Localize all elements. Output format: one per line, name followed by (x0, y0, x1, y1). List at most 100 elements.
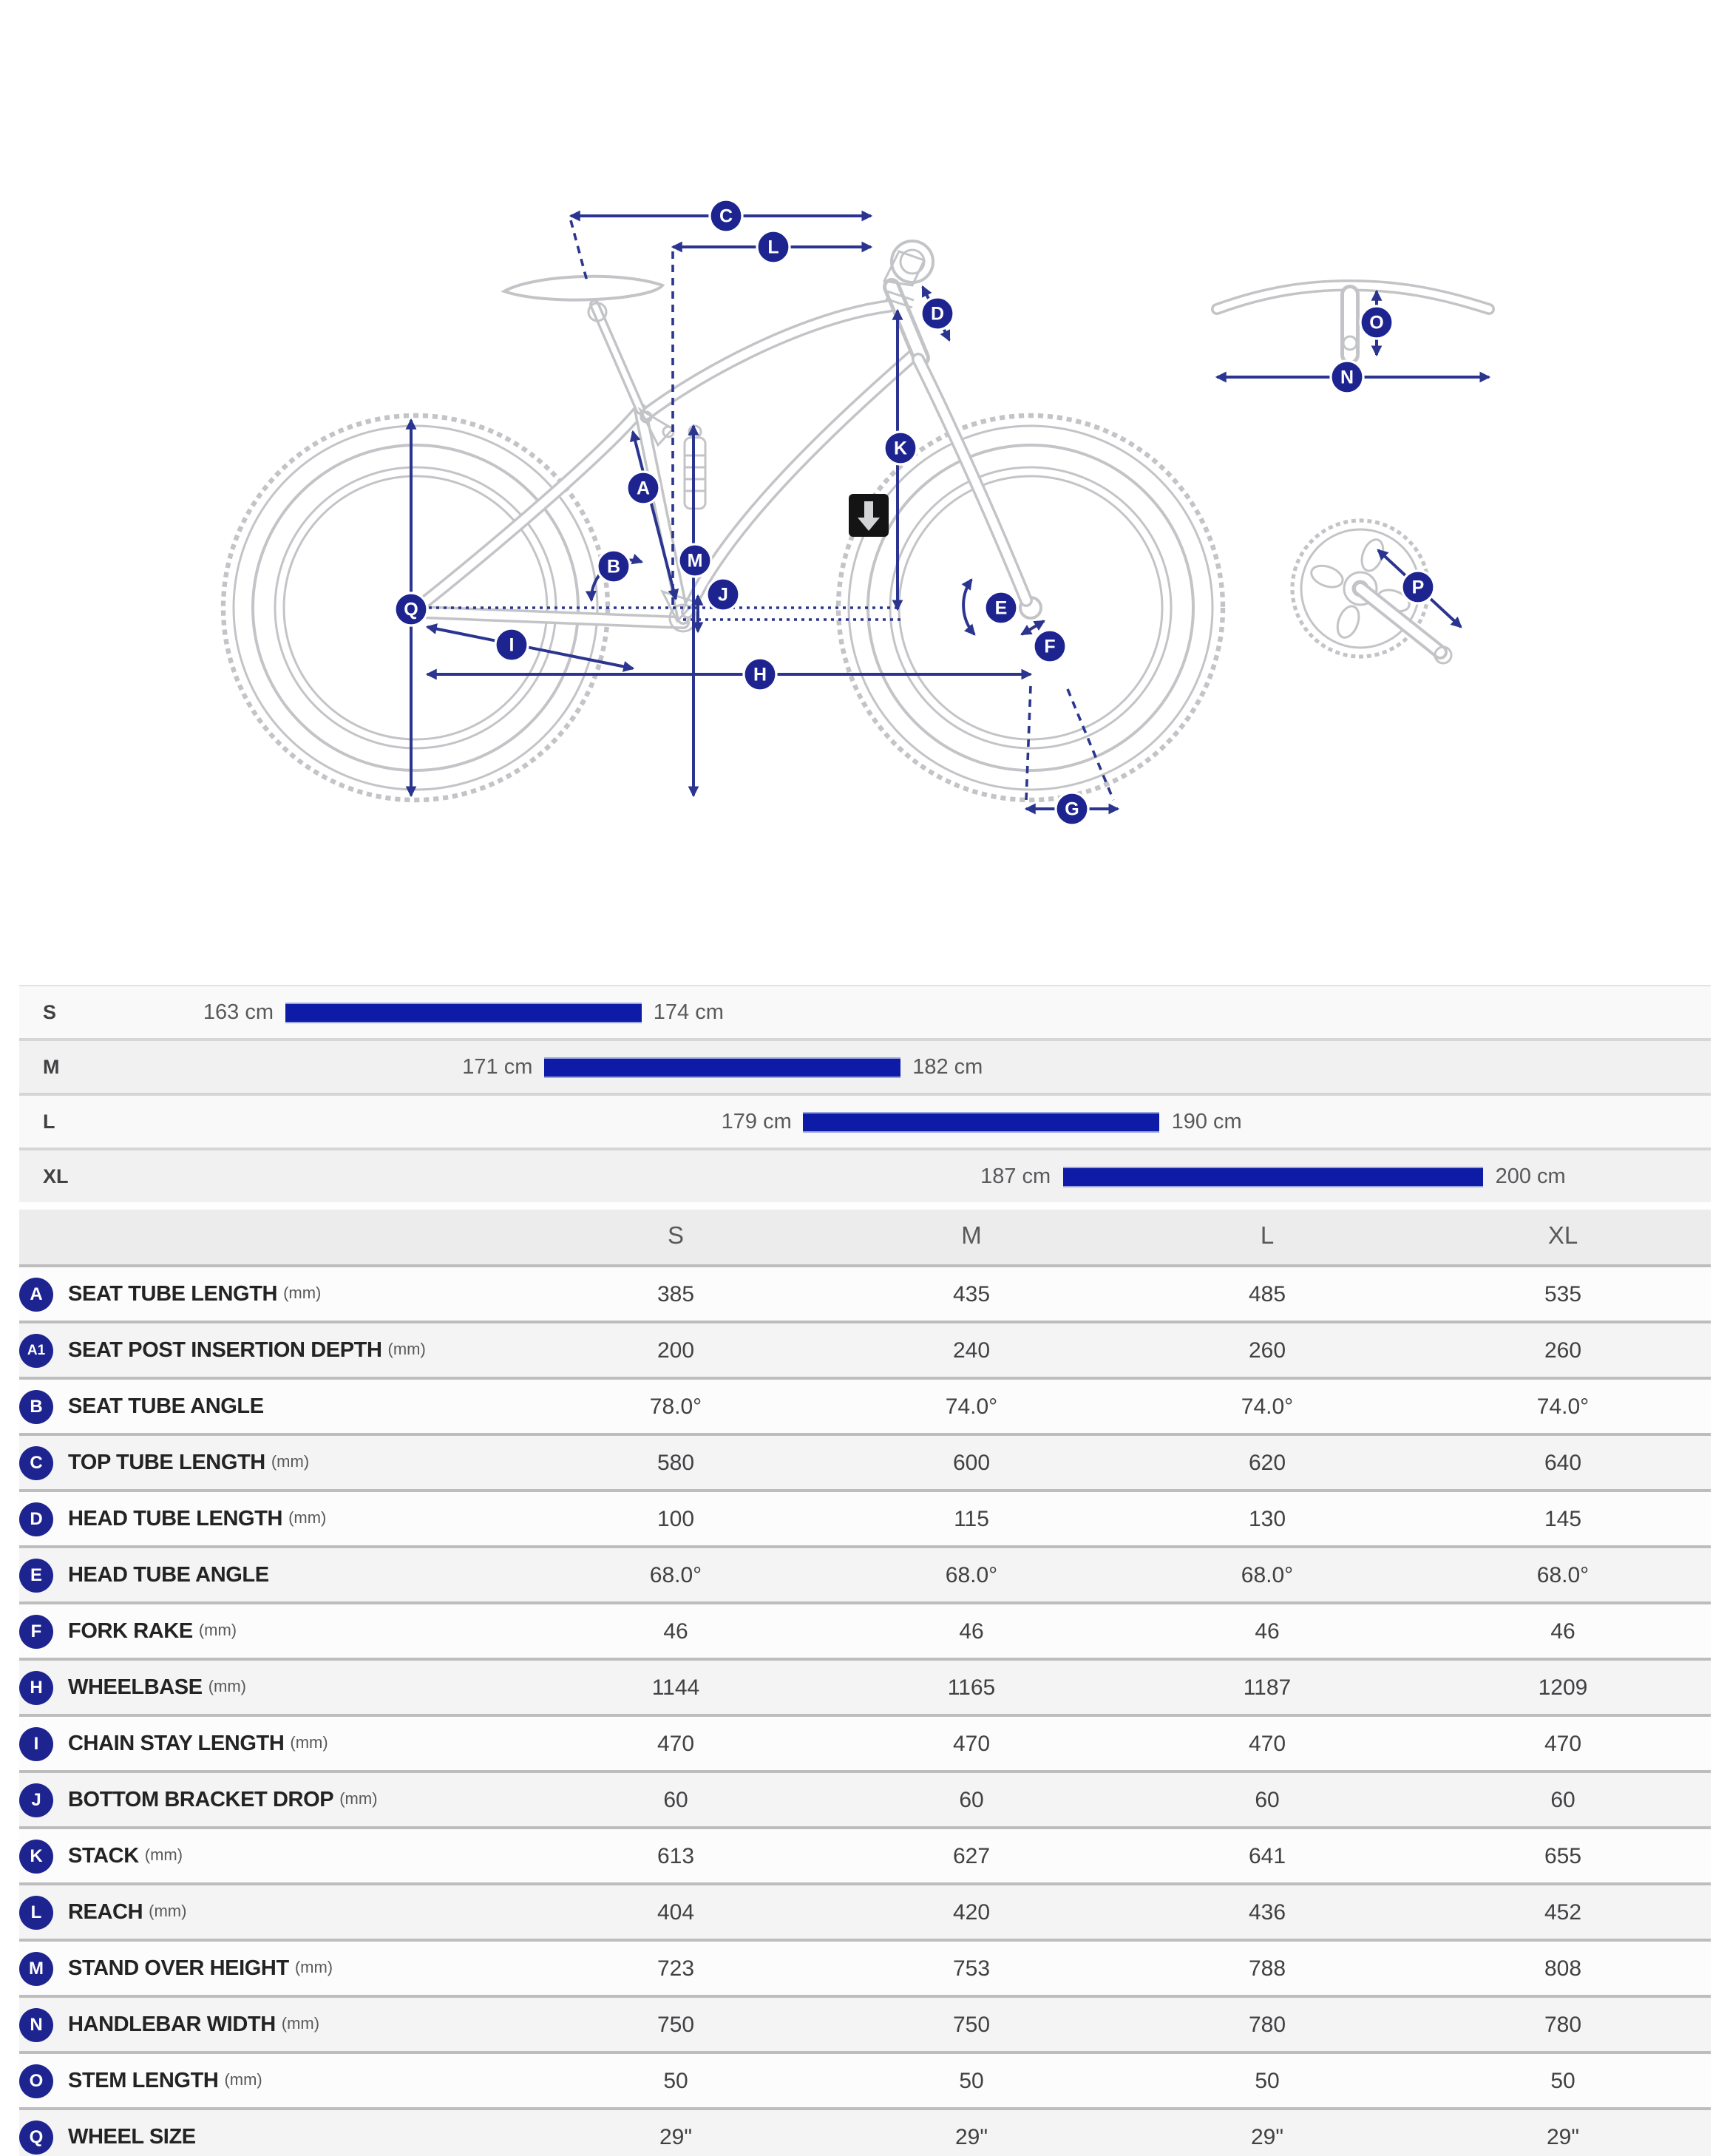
size-label: S (43, 1001, 57, 1023)
geometry-value: 750 (657, 2012, 695, 2037)
geometry-value: 46 (663, 1618, 688, 1644)
geometry-value: 50 (663, 2068, 688, 2093)
rider-height-row: XL 187 cm 200 cm (19, 1148, 1711, 1202)
svg-text:E: E (995, 598, 1008, 619)
row-label: SEAT TUBE LENGTH (68, 1282, 278, 1306)
bike-geometry-diagram: A B C D E F G H I J K L M N O P Q (220, 198, 1495, 827)
diagram-label-d: D (920, 296, 955, 331)
geometry-value: 385 (657, 1281, 695, 1306)
handlebar-drawing (1211, 279, 1495, 365)
height-max-label: 174 cm (653, 1000, 724, 1024)
geometry-value: 60 (959, 1787, 984, 1812)
geometry-value: 780 (1248, 2012, 1286, 2037)
geometry-value: 260 (1544, 1338, 1582, 1363)
row-label: HEAD TUBE LENGTH (68, 1507, 283, 1530)
row-label: STEM LENGTH (68, 2069, 219, 2092)
diagram-label-f: F (1032, 628, 1068, 664)
geometry-row-l: L REACH (mm) 404 420 436 452 (19, 1884, 1711, 1940)
geometry-value: 100 (657, 1506, 695, 1531)
geometry-value: 240 (952, 1338, 991, 1363)
geometry-value: 640 (1544, 1450, 1582, 1475)
geometry-row-h: H WHEELBASE (mm) 1144 1165 1187 1209 (19, 1659, 1711, 1715)
svg-text:F: F (1044, 637, 1055, 657)
row-label: CHAIN STAY LENGTH (68, 1732, 285, 1755)
row-badge: A1 (19, 1333, 53, 1367)
dropper-travel-down-arrow-icon (849, 494, 889, 537)
geometry-row-c: C TOP TUBE LENGTH (mm) 580 600 620 640 (19, 1434, 1711, 1491)
geometry-value: 613 (657, 1843, 695, 1868)
height-max-label: 200 cm (1495, 1165, 1566, 1188)
row-badge: I (19, 1726, 53, 1760)
geometry-value: 580 (657, 1450, 695, 1475)
svg-text:D: D (931, 304, 944, 325)
row-badge: A (19, 1277, 53, 1311)
geometry-value: 130 (1248, 1506, 1286, 1531)
height-range-bar (1062, 1167, 1484, 1187)
row-unit: (mm) (224, 2072, 262, 2089)
rider-height-row: L 179 cm 190 cm (19, 1093, 1711, 1148)
diagram-label-g: G (1054, 791, 1090, 827)
height-range-bar (544, 1057, 901, 1078)
row-unit: (mm) (283, 1285, 322, 1303)
geometry-value: 470 (952, 1731, 991, 1756)
row-badge: C (19, 1445, 53, 1479)
row-label: HANDLEBAR WIDTH (68, 2013, 276, 2036)
row-badge: M (19, 1951, 53, 1985)
geometry-value: 436 (1248, 1899, 1286, 1925)
row-unit: (mm) (339, 1791, 378, 1808)
geometry-value: 808 (1544, 1956, 1582, 1981)
geometry-value: 200 (657, 1338, 695, 1363)
geometry-value: 535 (1544, 1281, 1582, 1306)
geometry-value: 50 (1550, 2068, 1575, 2093)
row-unit: (mm) (208, 1678, 246, 1696)
geometry-value: 50 (1255, 2068, 1280, 2093)
diagram-label-k: K (883, 430, 918, 466)
geometry-table-header: S M L XL (19, 1210, 1711, 1266)
row-unit: (mm) (144, 1847, 183, 1865)
diagram-label-m: M (677, 543, 713, 578)
row-label: SEAT TUBE ANGLE (68, 1394, 264, 1418)
geometry-value: 420 (952, 1899, 991, 1925)
row-label: BOTTOM BRACKET DROP (68, 1788, 334, 1811)
geometry-value: 655 (1544, 1843, 1582, 1868)
svg-text:L: L (767, 237, 778, 258)
geometry-value: 753 (952, 1956, 991, 1981)
row-badge: E (19, 1558, 53, 1592)
geometry-value: 260 (1248, 1338, 1286, 1363)
svg-text:B: B (607, 557, 620, 577)
row-label: STAND OVER HEIGHT (68, 1956, 289, 1980)
diagram-label-q: Q (393, 591, 429, 627)
row-badge: K (19, 1839, 53, 1873)
height-max-label: 182 cm (912, 1055, 983, 1079)
column-header-xl: XL (1547, 1223, 1578, 1250)
row-label: WHEELBASE (68, 1675, 203, 1699)
geometry-row-o: O STEM LENGTH (mm) 50 50 50 50 (19, 2052, 1711, 2109)
rider-height-row: M 171 cm 182 cm (19, 1038, 1711, 1093)
svg-text:A: A (637, 478, 650, 499)
svg-text:P: P (1412, 577, 1425, 598)
frame-drawing (415, 240, 1033, 633)
svg-text:K: K (894, 438, 907, 459)
geometry-value: 641 (1248, 1843, 1286, 1868)
geometry-row-m: M STAND OVER HEIGHT (mm) 723 753 788 808 (19, 1940, 1711, 1996)
geometry-value: 78.0° (649, 1394, 702, 1419)
height-max-label: 190 cm (1171, 1110, 1242, 1133)
row-label: FORK RAKE (68, 1619, 193, 1643)
geometry-value: 750 (952, 2012, 991, 2037)
row-badge: O (19, 2064, 53, 2098)
geometry-row-q: Q WHEEL SIZE 29" 29" 29" 29" (19, 2109, 1711, 2156)
geometry-value: 788 (1248, 1956, 1286, 1981)
geometry-value: 74.0° (1241, 1394, 1294, 1419)
diagram-label-c: C (708, 198, 744, 234)
geometry-value: 74.0° (1536, 1394, 1590, 1419)
row-badge: N (19, 2007, 53, 2041)
column-header-s: S (667, 1223, 684, 1250)
geometry-value: 46 (959, 1618, 984, 1644)
diagram-label-o: O (1359, 305, 1394, 340)
geometry-value: 1165 (947, 1675, 996, 1700)
row-unit: (mm) (149, 1903, 187, 1921)
svg-text:C: C (719, 206, 733, 227)
geometry-table: S M L XL A SEAT TUBE LENGTH (mm) 385 435 485 535 A… (19, 1210, 1711, 2156)
row-badge: F (19, 1614, 53, 1648)
diagram-label-b: B (596, 549, 631, 584)
